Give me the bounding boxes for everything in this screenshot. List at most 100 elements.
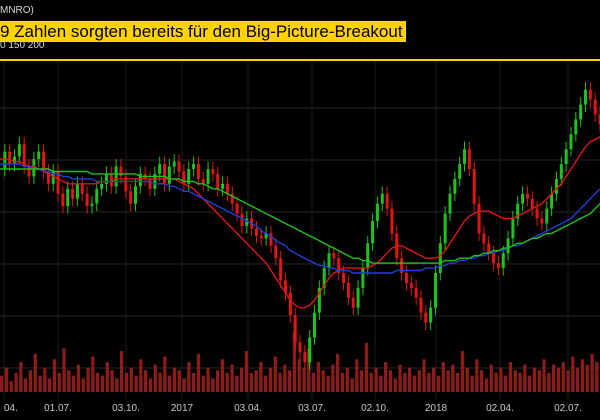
volume-bar [345, 367, 349, 392]
candle-body [346, 282, 350, 298]
volume-bar [475, 359, 479, 392]
candle-body [579, 104, 583, 120]
volume-bar [489, 364, 493, 392]
candle-body [511, 218, 515, 239]
volume-bar [484, 378, 489, 392]
volume-bar [331, 364, 335, 392]
volume-bar [273, 356, 277, 392]
volume-bar [225, 372, 229, 392]
volume-bar [4, 367, 9, 392]
candle-body [192, 164, 196, 169]
volume-bar [268, 367, 273, 392]
x-tick-label: 2018 [425, 403, 448, 414]
volume-bar [206, 367, 210, 392]
candle-body [240, 213, 244, 226]
volume-bar [52, 359, 57, 392]
candle-body [482, 233, 486, 244]
moving-averages [0, 136, 600, 309]
candle-body [172, 161, 176, 167]
candle-body [114, 166, 118, 187]
candle-body [429, 307, 433, 323]
volume-bar [187, 362, 191, 392]
candle-body [298, 342, 302, 353]
candle-body [554, 178, 558, 194]
volume-bar [312, 372, 316, 392]
candle-body [51, 171, 55, 184]
volume-bar [292, 332, 297, 392]
volume-bar [585, 364, 589, 392]
candle-body [37, 151, 41, 160]
volume-bar [240, 367, 244, 392]
volume-bars [0, 332, 599, 392]
candle-body [27, 166, 31, 177]
candle-body [501, 253, 505, 269]
volume-bar [480, 370, 484, 392]
volume-bar [33, 353, 37, 392]
candle-body [525, 193, 529, 199]
volume-bar [513, 370, 517, 392]
volume-bar [278, 372, 282, 392]
candle-body [467, 149, 471, 169]
volume-bar [249, 372, 253, 392]
candle-body [138, 173, 142, 187]
candle-body [472, 168, 476, 204]
candle-body [351, 297, 355, 308]
x-tick-label: 01.07. [44, 403, 72, 414]
volume-bar [28, 370, 33, 392]
candle-body [463, 149, 467, 165]
candle-body [167, 166, 171, 184]
candle-body [327, 253, 331, 269]
volume-bar [590, 353, 594, 392]
price-candles [3, 82, 600, 370]
candle-body [22, 144, 26, 167]
volume-bar [158, 372, 162, 392]
volume-bar [9, 381, 13, 392]
candle-body [254, 228, 258, 236]
candle-body [283, 280, 287, 293]
candle-body [487, 243, 491, 254]
volume-bar [43, 367, 47, 392]
candle-body [385, 193, 389, 209]
volume-bar [182, 378, 186, 392]
candle-body [361, 268, 365, 288]
volume-bar [374, 367, 378, 392]
volume-bar [537, 370, 541, 392]
candle-body [177, 161, 181, 172]
volume-bar [192, 372, 196, 392]
volume-bar [340, 372, 345, 392]
volume-bar [110, 370, 114, 392]
volume-bar [499, 367, 503, 392]
candle-body [104, 173, 108, 184]
candle-body [225, 183, 229, 194]
volume-bar [0, 375, 4, 392]
x-tick-label: 02.07. [554, 403, 582, 414]
candle-body [61, 193, 65, 207]
volume-bar [134, 375, 138, 392]
volume-bar [196, 353, 201, 392]
volume-bar [523, 364, 527, 392]
moving-average-legend: 0 150 200 [0, 40, 45, 51]
volume-bar [432, 367, 436, 392]
volume-bar [422, 359, 426, 392]
volume-bar [369, 372, 373, 392]
candle-body [438, 243, 442, 274]
candle-body [230, 193, 234, 204]
candle-body [545, 208, 549, 224]
volume-bar [177, 370, 181, 392]
volume-bar [508, 362, 513, 392]
volume-bar [427, 372, 431, 392]
candle-body [332, 253, 336, 259]
volume-bar [571, 356, 575, 392]
candle-body [163, 164, 167, 184]
volume-bar [556, 367, 561, 392]
candle-body [201, 178, 205, 184]
volume-bar [115, 378, 119, 392]
volume-bar [105, 362, 109, 392]
candle-body [264, 233, 268, 239]
volume-bar [336, 353, 340, 392]
candle-body [588, 89, 592, 100]
candle-body [75, 183, 79, 199]
candle-body [569, 134, 573, 150]
